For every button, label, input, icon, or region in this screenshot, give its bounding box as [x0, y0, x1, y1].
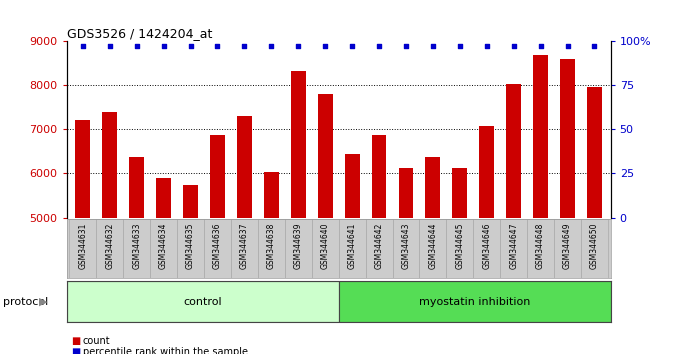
- Point: [158, 43, 169, 49]
- Text: control: control: [184, 297, 222, 307]
- Text: GSM344641: GSM344641: [347, 222, 356, 269]
- Bar: [587, 87, 602, 218]
- Bar: [183, 184, 198, 218]
- Bar: [291, 71, 305, 218]
- Point: [454, 43, 465, 49]
- Text: GSM344633: GSM344633: [132, 222, 141, 269]
- Text: GSM344639: GSM344639: [294, 222, 303, 269]
- Bar: [210, 135, 225, 218]
- Bar: [75, 120, 90, 218]
- Text: protocol: protocol: [3, 297, 49, 307]
- Bar: [372, 135, 386, 218]
- Text: GSM344650: GSM344650: [590, 222, 599, 269]
- Bar: [150, 219, 177, 278]
- Text: GSM344634: GSM344634: [159, 222, 168, 269]
- Text: percentile rank within the sample: percentile rank within the sample: [83, 347, 248, 354]
- Bar: [560, 59, 575, 218]
- Point: [347, 43, 358, 49]
- Point: [131, 43, 142, 49]
- Bar: [446, 219, 473, 278]
- Point: [401, 43, 411, 49]
- Bar: [237, 116, 252, 218]
- Text: GSM344638: GSM344638: [267, 222, 276, 269]
- Bar: [339, 281, 611, 322]
- Text: GSM344642: GSM344642: [375, 222, 384, 269]
- Bar: [318, 94, 333, 218]
- Bar: [67, 281, 339, 322]
- Text: GSM344632: GSM344632: [105, 222, 114, 269]
- Bar: [129, 156, 144, 218]
- Point: [239, 43, 250, 49]
- Text: ■: ■: [71, 336, 81, 346]
- Bar: [473, 219, 500, 278]
- Bar: [581, 219, 608, 278]
- Point: [104, 43, 115, 49]
- Text: GSM344649: GSM344649: [563, 222, 572, 269]
- Point: [428, 43, 439, 49]
- Bar: [156, 178, 171, 218]
- Bar: [392, 219, 420, 278]
- Text: GSM344647: GSM344647: [509, 222, 518, 269]
- Bar: [258, 219, 285, 278]
- Bar: [177, 219, 204, 278]
- Text: GSM344635: GSM344635: [186, 222, 195, 269]
- Bar: [285, 219, 311, 278]
- Bar: [231, 219, 258, 278]
- Text: GSM344644: GSM344644: [428, 222, 437, 269]
- Text: count: count: [83, 336, 111, 346]
- Point: [535, 43, 546, 49]
- Point: [589, 43, 600, 49]
- Text: GSM344643: GSM344643: [401, 222, 411, 269]
- Bar: [102, 112, 117, 218]
- Text: GSM344645: GSM344645: [456, 222, 464, 269]
- Point: [320, 43, 330, 49]
- Bar: [527, 219, 554, 278]
- Point: [266, 43, 277, 49]
- Bar: [507, 84, 521, 218]
- Text: GSM344648: GSM344648: [536, 222, 545, 269]
- Text: GSM344637: GSM344637: [240, 222, 249, 269]
- Bar: [533, 55, 548, 218]
- Bar: [264, 172, 279, 218]
- Bar: [452, 168, 467, 218]
- Bar: [420, 219, 446, 278]
- Text: GSM344636: GSM344636: [213, 222, 222, 269]
- Text: GSM344646: GSM344646: [482, 222, 491, 269]
- Bar: [311, 219, 339, 278]
- Text: GDS3526 / 1424204_at: GDS3526 / 1424204_at: [67, 27, 212, 40]
- Bar: [398, 168, 413, 218]
- Text: ■: ■: [71, 347, 81, 354]
- Bar: [204, 219, 231, 278]
- Text: GSM344631: GSM344631: [78, 222, 87, 269]
- Bar: [123, 219, 150, 278]
- Point: [78, 43, 88, 49]
- Point: [293, 43, 304, 49]
- Bar: [97, 219, 123, 278]
- Bar: [554, 219, 581, 278]
- Bar: [366, 219, 392, 278]
- Bar: [339, 219, 366, 278]
- Bar: [500, 219, 527, 278]
- Point: [562, 43, 573, 49]
- Point: [508, 43, 519, 49]
- Text: ▶: ▶: [39, 297, 47, 307]
- Text: myostatin inhibition: myostatin inhibition: [419, 297, 530, 307]
- Bar: [69, 219, 97, 278]
- Point: [212, 43, 223, 49]
- Bar: [479, 126, 494, 218]
- Bar: [426, 157, 441, 218]
- Point: [481, 43, 492, 49]
- Point: [373, 43, 384, 49]
- Text: GSM344640: GSM344640: [321, 222, 330, 269]
- Bar: [345, 154, 360, 218]
- Point: [185, 43, 196, 49]
